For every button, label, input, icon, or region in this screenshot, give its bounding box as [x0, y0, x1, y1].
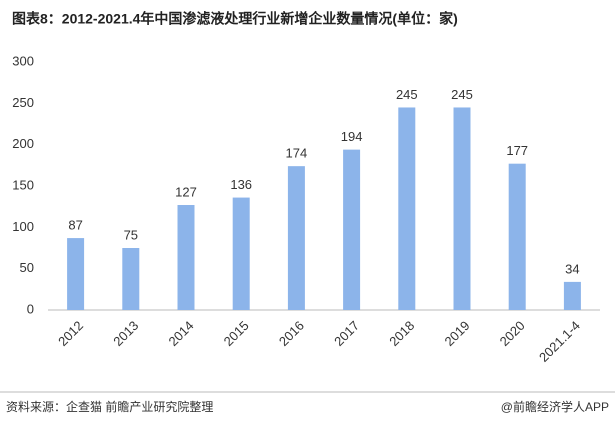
- value-label: 174: [286, 146, 308, 161]
- value-label: 136: [230, 177, 252, 192]
- y-tick-label: 250: [12, 95, 34, 110]
- bar: [287, 166, 305, 310]
- bar: [398, 107, 416, 310]
- footer-brand: @前瞻经济学人APP: [501, 399, 609, 414]
- value-label: 177: [506, 143, 528, 158]
- value-label: 245: [396, 87, 418, 102]
- bar: [177, 205, 195, 310]
- bar: [67, 238, 85, 310]
- value-label: 194: [341, 129, 363, 144]
- y-tick-label: 50: [20, 260, 34, 275]
- y-tick-label: 150: [12, 177, 34, 192]
- chart-title: 图表8：2012-2021.4年中国渗滤液处理行业新增企业数量情况(单位：家): [12, 11, 458, 27]
- y-tick-label: 100: [12, 219, 34, 234]
- y-tick-label: 200: [12, 136, 34, 151]
- footer-source: 资料来源：企查猫 前瞻产业研究院整理: [6, 399, 213, 414]
- value-label: 127: [175, 184, 197, 199]
- value-label: 87: [68, 218, 82, 233]
- y-tick-label: 0: [27, 301, 34, 316]
- bar: [122, 248, 140, 310]
- value-label: 34: [565, 261, 579, 276]
- bar: [563, 281, 581, 310]
- bar: [508, 163, 526, 310]
- bar: [453, 107, 471, 310]
- bar: [343, 149, 361, 310]
- value-label: 75: [124, 227, 138, 242]
- value-label: 245: [451, 87, 473, 102]
- y-tick-label: 300: [12, 53, 34, 68]
- bar: [232, 197, 250, 310]
